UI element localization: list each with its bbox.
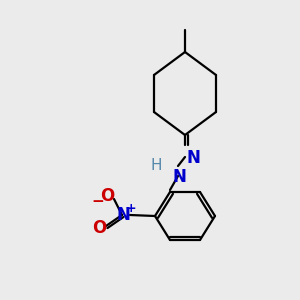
Text: N: N <box>172 168 186 186</box>
Text: O: O <box>100 187 114 205</box>
Text: N: N <box>187 149 201 167</box>
Text: N: N <box>116 206 130 224</box>
Text: H: H <box>150 158 162 173</box>
Text: +: + <box>126 202 136 215</box>
Text: O: O <box>92 219 106 237</box>
Text: −: − <box>92 194 104 208</box>
